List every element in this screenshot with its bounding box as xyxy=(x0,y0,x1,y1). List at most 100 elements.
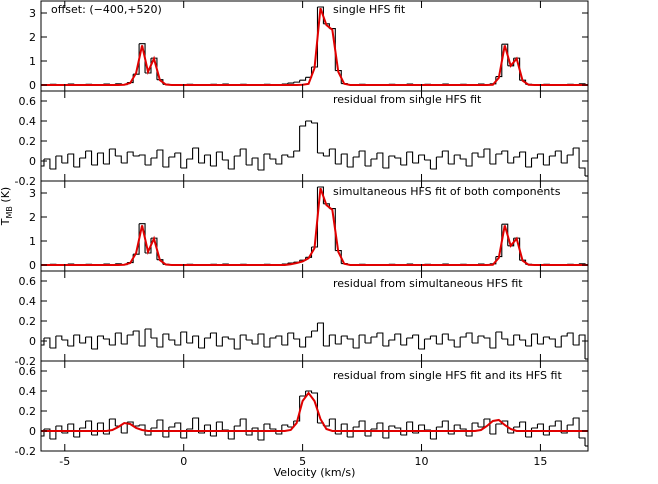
histogram-step xyxy=(383,340,389,346)
y-tick-label: 0 xyxy=(29,335,36,348)
histogram-step xyxy=(56,156,62,163)
histogram-step xyxy=(288,151,294,157)
plot-area xyxy=(41,391,588,446)
histogram-step xyxy=(68,154,74,167)
histogram-step xyxy=(288,82,294,83)
histogram-step xyxy=(234,149,240,156)
plot-area xyxy=(41,187,588,265)
histogram-step xyxy=(210,152,216,166)
histogram-step xyxy=(300,77,306,80)
histogram-step xyxy=(234,335,240,349)
histogram-step xyxy=(44,338,50,348)
histogram-step xyxy=(151,420,157,428)
histogram-step xyxy=(86,151,92,165)
fit-line xyxy=(41,188,588,265)
y-tick-label: 0.6 xyxy=(19,365,37,378)
histogram-step xyxy=(240,335,246,340)
histogram-step xyxy=(222,337,228,339)
y-tick-label: 0.4 xyxy=(19,115,37,128)
histogram-step xyxy=(157,420,163,437)
histogram-step xyxy=(151,338,157,347)
histogram-step xyxy=(490,424,496,434)
histogram-step xyxy=(258,334,264,347)
x-tick-label: 10 xyxy=(415,455,429,468)
histogram-step xyxy=(103,339,109,345)
histogram-step xyxy=(419,339,425,349)
histogram-step xyxy=(97,423,103,434)
histogram-step xyxy=(216,337,222,346)
histogram-step xyxy=(442,151,448,164)
y-tick-label: 0.6 xyxy=(19,275,37,288)
y-tick-label: 0 xyxy=(29,425,36,438)
histogram-step xyxy=(133,155,139,156)
histogram-step xyxy=(294,339,300,347)
histogram-step xyxy=(526,428,532,437)
y-tick-label: -0.2 xyxy=(15,445,36,458)
histogram-step xyxy=(353,151,359,157)
histogram-step xyxy=(454,155,460,159)
histogram-step xyxy=(252,158,258,170)
histogram-step xyxy=(549,151,555,156)
histogram-step xyxy=(395,334,401,345)
histogram-step xyxy=(133,331,139,346)
histogram-step xyxy=(377,153,383,168)
histogram-step xyxy=(329,335,335,344)
histogram-step xyxy=(252,428,258,440)
histogram-step xyxy=(282,155,288,157)
histogram-step xyxy=(549,339,555,347)
histogram-step xyxy=(80,421,86,428)
histogram-step xyxy=(300,337,306,347)
histogram-step xyxy=(460,159,466,166)
histogram-step xyxy=(169,153,175,157)
histogram-step xyxy=(264,424,270,429)
histogram-step xyxy=(109,419,115,426)
histogram-step xyxy=(448,340,454,347)
histogram-step xyxy=(282,425,288,427)
histogram-step xyxy=(478,336,484,338)
histogram-step xyxy=(115,333,121,344)
histogram-step xyxy=(436,421,442,427)
histogram-step xyxy=(157,150,163,167)
histogram-step xyxy=(424,160,430,169)
histogram-step xyxy=(157,334,163,347)
histogram-step xyxy=(145,158,151,165)
histogram-step xyxy=(555,151,561,163)
y-tick-label: 1 xyxy=(29,235,36,248)
histogram-step xyxy=(526,334,532,346)
histogram-step xyxy=(537,424,543,435)
plot-area xyxy=(41,7,588,85)
y-tick-label: 0 xyxy=(29,155,36,168)
y-tick-label: 0 xyxy=(29,79,36,92)
plot-area xyxy=(41,323,588,359)
histogram-step xyxy=(121,152,127,163)
histogram-step xyxy=(317,153,323,156)
histogram-step xyxy=(169,423,175,427)
histogram-step xyxy=(502,151,508,163)
histogram-step xyxy=(56,336,62,340)
x-tick-label: 0 xyxy=(180,455,187,468)
panel-title: residual from single HFS fit and its HFS… xyxy=(333,369,562,382)
histogram-step xyxy=(561,155,567,163)
histogram-step xyxy=(246,340,252,344)
histogram-step xyxy=(258,154,264,170)
histogram-step xyxy=(74,428,80,437)
histogram-step xyxy=(490,332,496,348)
histogram-step xyxy=(532,424,538,428)
histogram-step xyxy=(300,121,306,126)
x-tick-label: 15 xyxy=(533,455,547,468)
offset-annotation: offset: (−400,+520) xyxy=(51,3,162,16)
y-axis-label-unit: (K) xyxy=(0,187,12,206)
histogram-step xyxy=(329,149,335,164)
histogram-step xyxy=(210,333,216,346)
histogram-step xyxy=(413,335,419,349)
histogram-step xyxy=(484,149,490,164)
histogram-step xyxy=(282,83,288,84)
histogram-step xyxy=(300,391,306,396)
histogram-step xyxy=(555,336,561,347)
histogram-step xyxy=(97,153,103,164)
histogram-step xyxy=(199,338,205,348)
histogram-step xyxy=(86,421,92,435)
histogram-step xyxy=(228,339,234,349)
histogram-step xyxy=(537,337,543,344)
histogram-step xyxy=(561,333,567,336)
